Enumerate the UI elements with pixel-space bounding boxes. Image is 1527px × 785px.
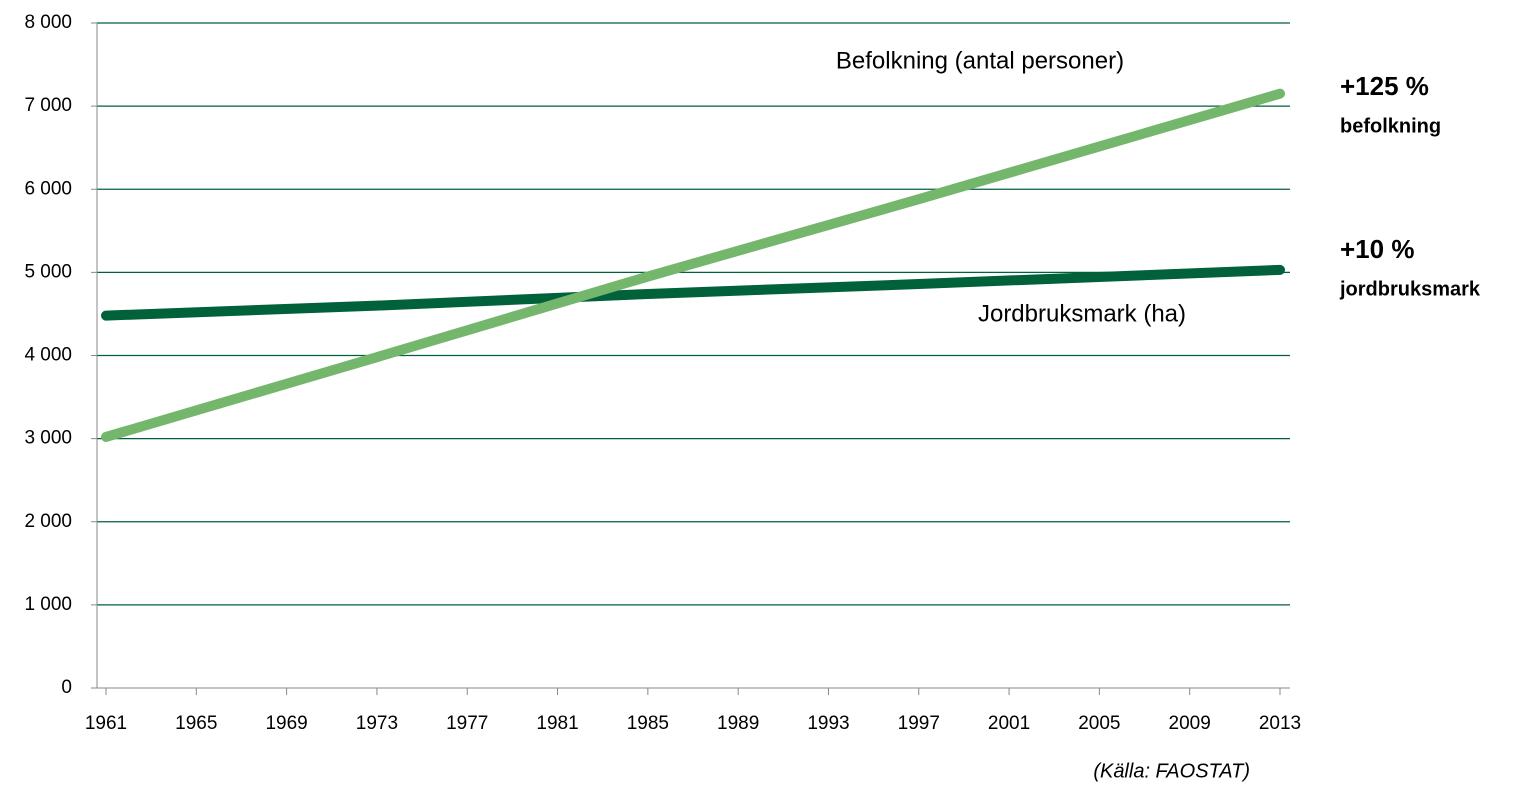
- y-tick-label: 8 000: [24, 12, 72, 33]
- y-tick-label: 0: [61, 677, 72, 698]
- y-tick-label: 5 000: [24, 261, 72, 282]
- x-tick-label: 1977: [446, 713, 488, 734]
- y-tick-label: 4 000: [24, 345, 72, 366]
- x-tick-label: 1993: [807, 713, 849, 734]
- series-line: [101, 88, 1285, 442]
- source: (Källa: FAOSTAT): [1093, 760, 1250, 782]
- x-tick-label: 1989: [717, 713, 759, 734]
- annotation: +125 %: [1340, 71, 1429, 101]
- series-line: [101, 264, 1285, 321]
- y-tick-label: 1 000: [24, 594, 72, 615]
- series-label: Jordbruksmark (ha): [978, 300, 1186, 327]
- annotation: +10 %: [1340, 234, 1414, 264]
- x-tick-label: 2005: [1078, 713, 1120, 734]
- x-tick-label: 1973: [356, 713, 398, 734]
- series-label: Befolkning (antal personer): [836, 47, 1124, 74]
- x-tick-label: 2009: [1169, 713, 1211, 734]
- x-tick-label: 1969: [265, 713, 307, 734]
- x-tick-label: 1961: [85, 713, 127, 734]
- annotation: jordbruksmark: [1339, 278, 1481, 300]
- y-tick-label: 3 000: [24, 428, 72, 449]
- x-tick-label: 1997: [898, 713, 940, 734]
- x-tick-label: 1985: [627, 713, 669, 734]
- y-tick-label: 7 000: [24, 95, 72, 116]
- x-tick-label: 1965: [175, 713, 217, 734]
- x-tick-label: 2013: [1259, 713, 1301, 734]
- y-tick-label: 6 000: [24, 178, 72, 199]
- annotation: befolkning: [1340, 115, 1441, 137]
- x-tick-label: 2001: [988, 713, 1030, 734]
- y-tick-label: 2 000: [24, 511, 72, 532]
- x-tick-label: 1981: [536, 713, 578, 734]
